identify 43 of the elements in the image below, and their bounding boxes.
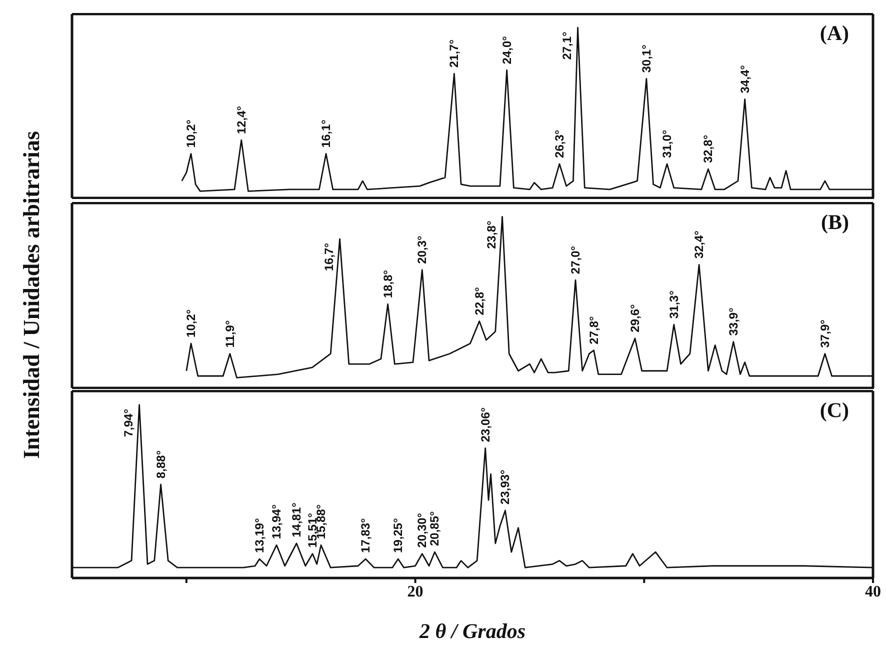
annotation: 31,3° <box>666 290 681 319</box>
annotation: 20,3° <box>415 235 430 264</box>
annotation: 23,93° <box>498 469 512 504</box>
annotation: 31,0° <box>660 130 674 158</box>
annotation: 19,25° <box>391 518 406 553</box>
y-axis-title: Intensidad / Unidades arbitrarias <box>19 130 45 458</box>
annotation: 34,4° <box>738 64 752 94</box>
annotation: 11,9° <box>222 320 237 348</box>
annotation: 16,7° <box>322 242 336 272</box>
annotation: 29,6° <box>628 304 642 332</box>
annotation: 30,1° <box>639 44 654 73</box>
annotation: 27,8° <box>586 316 601 344</box>
annotation: (C) <box>820 398 849 423</box>
annotation: 27,1° <box>560 31 574 60</box>
annotation: 13,19° <box>252 518 266 553</box>
annotation: 26,3° <box>552 130 566 158</box>
annotation: 17,83° <box>358 518 373 553</box>
annotation: 32,8° <box>701 134 716 164</box>
annotation: 23,06° <box>478 407 492 442</box>
annotation: 14,81° <box>290 502 304 538</box>
annotation: 27,0° <box>568 246 582 274</box>
annotation: 21,7° <box>447 39 462 68</box>
annotation: 23,8° <box>484 220 498 249</box>
annotation: 10,2° <box>184 309 198 338</box>
annotation: 18,8° <box>380 270 395 298</box>
x-axis-title: 2 θ / Grados <box>418 619 526 644</box>
annotation: 16,1° <box>319 119 334 148</box>
annotation: 37,9° <box>818 319 832 348</box>
annotation: 10,2° <box>184 119 198 148</box>
annotation: 22,8° <box>472 286 486 316</box>
annotation: 12,4° <box>234 106 248 134</box>
annotation: (A) <box>820 21 849 46</box>
annotation: 24,0° <box>500 36 514 64</box>
annotation: (B) <box>821 210 849 235</box>
x-tick-label: 40 <box>865 583 881 600</box>
annotation: 20,85° <box>428 511 442 546</box>
annotation: 20,30° <box>415 512 430 548</box>
x-tick-label: 20 <box>407 583 424 600</box>
annotation: 7,94° <box>121 408 136 438</box>
annotation: 13,94° <box>270 504 284 540</box>
annotation: 32,4° <box>692 230 706 259</box>
annotation: 8,88° <box>154 450 168 478</box>
annotation: 33,9° <box>726 307 740 336</box>
